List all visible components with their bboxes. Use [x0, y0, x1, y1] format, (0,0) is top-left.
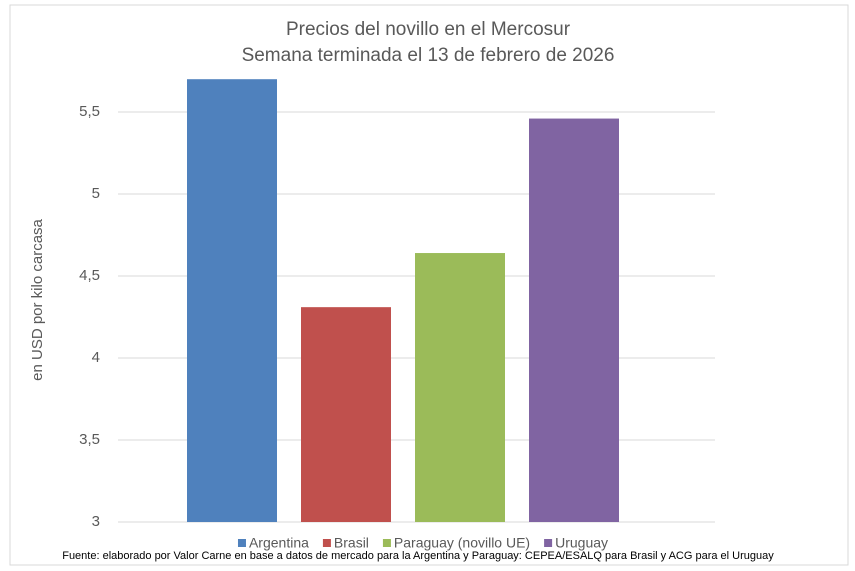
y-axis-label: en USD por kilo carcasa	[29, 218, 46, 380]
legend-label: Paraguay (novillo UE)	[394, 535, 530, 551]
chart-subtitle: Semana terminada el 13 de febrero de 202…	[242, 45, 615, 66]
y-tick-label: 4,5	[79, 267, 100, 284]
legend-swatch	[237, 539, 246, 547]
legend-label: Brasil	[334, 535, 369, 551]
legend-label: Uruguay	[555, 535, 608, 551]
y-tick-label: 5,5	[79, 103, 100, 120]
legend-swatch	[544, 539, 553, 547]
legend-swatch	[322, 539, 331, 547]
y-tick-label: 3,5	[79, 431, 100, 448]
bar	[187, 79, 277, 522]
legend-swatch	[382, 539, 391, 547]
source-note: Fuente: elaborado por Valor Carne en bas…	[62, 550, 774, 562]
y-tick-label: 5	[92, 185, 100, 202]
bar	[301, 307, 391, 522]
bar	[415, 253, 505, 523]
chart-title: Precios del novillo en el Mercosur	[286, 19, 571, 40]
legend-label: Argentina	[249, 535, 309, 551]
y-tick-label: 4	[92, 349, 100, 366]
bar	[529, 118, 619, 522]
y-tick-label: 3	[92, 513, 100, 530]
